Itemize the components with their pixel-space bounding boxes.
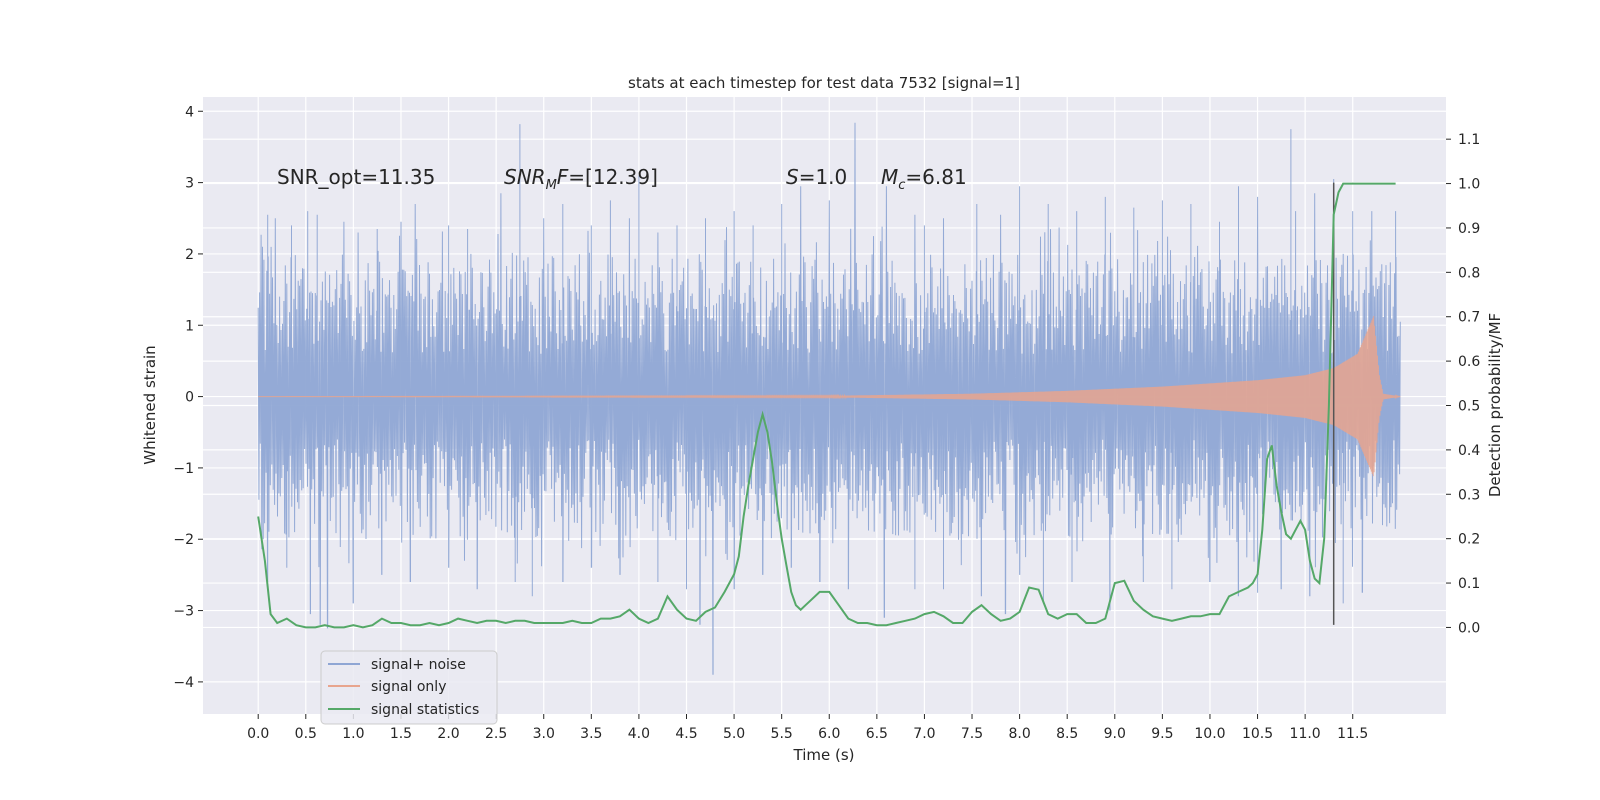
y-tick-label: 4 [185,104,194,120]
y-tick-label: −2 [173,532,194,548]
legend-box [320,650,498,725]
y-tick-label: −4 [173,675,194,691]
x-tick-label: 3.0 [533,726,555,742]
x-tick-label: 1.5 [390,726,412,742]
series-signal-statistics [257,182,1396,629]
legend-label-signal-noise: signal+ noise [371,657,466,673]
y-tick-label: −3 [173,604,194,620]
x-tick-label: 3.5 [580,726,602,742]
y2-tick-label: 0.5 [1458,399,1480,415]
x-tick-label: 7.0 [913,726,935,742]
chart-title: stats at each timestep for test data 753… [628,74,1020,92]
y2-tick-label: 0.0 [1458,620,1480,636]
x-tick-label: 8.5 [1056,726,1078,742]
y-tick-label: 3 [185,176,194,192]
ticks: 0.0 0.5 1.0 1.5 2.0 2.5 3.0 3.5 4.0 4.5 5.0 5.5 6.0 6… [173,104,1480,742]
y2-tick-label: 1.1 [1458,132,1480,148]
legend-label-signal-statistics: signal statistics [371,702,479,718]
annotations: SNR_opt=11.35 SNRMF=[12.39] S=1.0 Mc=6.8… [277,165,967,193]
y2-tick-label: 0.9 [1458,221,1480,237]
x-tick-label: 5.0 [723,726,745,742]
x-tick-label: 11.0 [1290,726,1321,742]
x-tick-label: 0.0 [247,726,269,742]
x-tick-label: 2.5 [485,726,507,742]
x-tick-label: 10.5 [1242,726,1273,742]
y-tick-label: −1 [173,461,194,477]
series-line-signal-only [258,315,1401,477]
y2-tick-label: 0.8 [1458,265,1480,281]
series-layer [257,122,1401,675]
x-tick-label: 9.0 [1104,726,1126,742]
annotation-mc: Mc=6.81 [881,165,967,193]
x-tick-label: 9.5 [1151,726,1173,742]
x-tick-label: 4.0 [628,726,650,742]
annotation-snr-opt: SNR_opt=11.35 [277,165,435,189]
y2-tick-label: 0.1 [1458,576,1480,592]
y2-tick-label: 1.0 [1458,177,1480,193]
series-line-signal-noise [257,122,1401,675]
x-tick-label: 11.5 [1337,726,1368,742]
y-tick-label: 0 [185,390,194,406]
y-tick-label: 1 [185,318,194,334]
x-tick-label: 0.5 [295,726,317,742]
x-tick-label: 5.5 [771,726,793,742]
y-axis-label: Whitened strain [141,345,159,464]
legend: signal+ noise signal only signal statist… [320,650,498,725]
series-signal-only [258,315,1401,477]
legend-label-signal-only: signal only [371,679,446,695]
y2-tick-label: 0.6 [1458,354,1480,370]
x-axis-label: Time (s) [793,746,855,764]
series-line-signal-statistics [257,182,1396,629]
y2-tick-label: 0.2 [1458,532,1480,548]
x-tick-label: 7.5 [961,726,983,742]
x-tick-label: 2.0 [437,726,459,742]
x-tick-label: 8.0 [1008,726,1030,742]
x-tick-label: 4.5 [675,726,697,742]
x-tick-label: 6.5 [866,726,888,742]
annotation-s: S=1.0 [786,165,847,189]
y2-tick-label: 0.3 [1458,487,1480,503]
y2-tick-label: 0.7 [1458,310,1480,326]
series-signal-noise [257,122,1401,675]
x-tick-label: 10.0 [1194,726,1225,742]
y-tick-label: 2 [185,247,194,263]
x-tick-label: 6.0 [818,726,840,742]
annotation-snr-mf: SNRMF=[12.39] [504,165,658,193]
y2-tick-label: 0.4 [1458,443,1480,459]
y2-axis-label: Detection probability/MF [1486,313,1504,497]
x-tick-label: 1.0 [342,726,364,742]
